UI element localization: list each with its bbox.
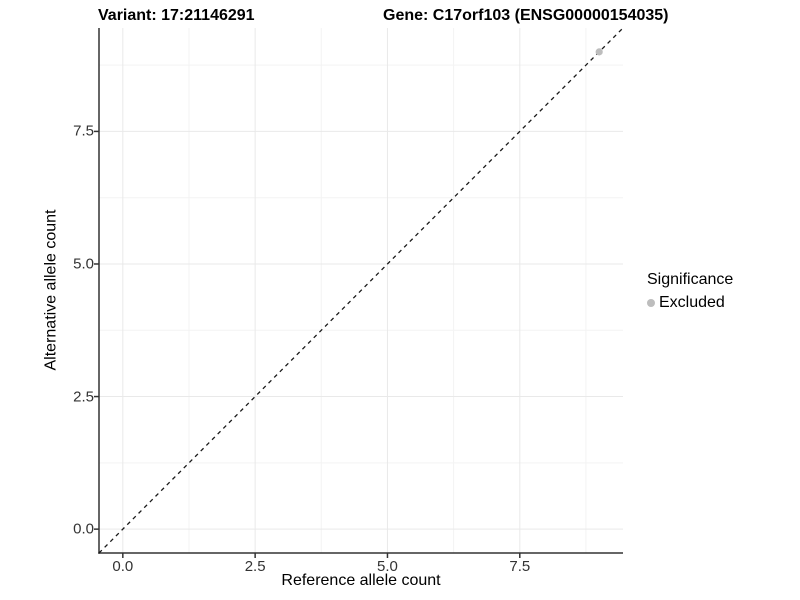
y-tick-label: 0.0 [73,520,94,538]
x-tick-label: 5.0 [377,558,398,575]
identity-reference-line [98,27,624,554]
x-tick-label: 0.0 [112,558,134,575]
y-axis-title: Alternative allele count [42,209,60,371]
legend-item-label: Excluded [659,294,725,311]
legend: Significance Excluded [647,270,733,313]
y-tick-label: 7.5 [73,122,94,140]
x-axis-title: Reference allele count [281,572,441,589]
legend-item-excluded: Excluded [647,293,733,313]
legend-title: Significance [647,271,734,288]
plot-title-gene: Gene: C17orf103 (ENSG00000154035) [383,7,669,24]
y-tick-label: 2.5 [73,388,94,406]
data-point-excluded [595,48,603,56]
x-tick-label: 7.5 [509,558,531,575]
x-tick-label: 2.5 [244,558,266,575]
plot-title-variant: Variant: 17:21146291 [98,7,255,24]
legend-point-icon [647,299,655,307]
y-tick-label: 5.0 [73,255,94,273]
